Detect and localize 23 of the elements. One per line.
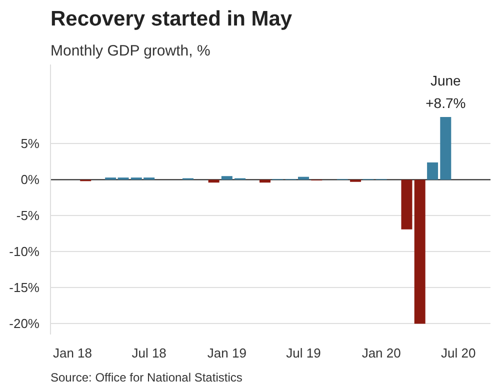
bar xyxy=(427,162,438,180)
x-tick-label: Jan 19 xyxy=(207,346,246,360)
bar xyxy=(414,180,426,324)
x-tick-label: Jul 18 xyxy=(132,346,166,360)
annotation: June +8.7% xyxy=(426,72,466,112)
bar xyxy=(208,180,220,183)
y-tick-label: -5% xyxy=(16,208,40,224)
x-tick-label: Jul 20 xyxy=(441,346,476,360)
bar xyxy=(221,176,232,180)
y-tick-label: -10% xyxy=(9,244,40,260)
x-tick-label: Jan 20 xyxy=(362,346,401,360)
source-note: Source: Office for National Statistics xyxy=(50,370,242,384)
chart-subtitle: Monthly GDP growth, % xyxy=(50,42,210,60)
bar xyxy=(401,180,412,230)
bar xyxy=(260,180,270,183)
x-tick-label: Jan 18 xyxy=(52,346,92,360)
y-tick-label: 5% xyxy=(20,136,40,152)
x-tick-label: Jul 19 xyxy=(286,346,321,360)
chart-title: Recovery started in May xyxy=(50,8,292,30)
y-tick-label: 0% xyxy=(20,172,40,188)
y-tick-label: -15% xyxy=(9,280,40,296)
bar xyxy=(440,117,452,180)
y-tick-label: -20% xyxy=(9,316,40,332)
